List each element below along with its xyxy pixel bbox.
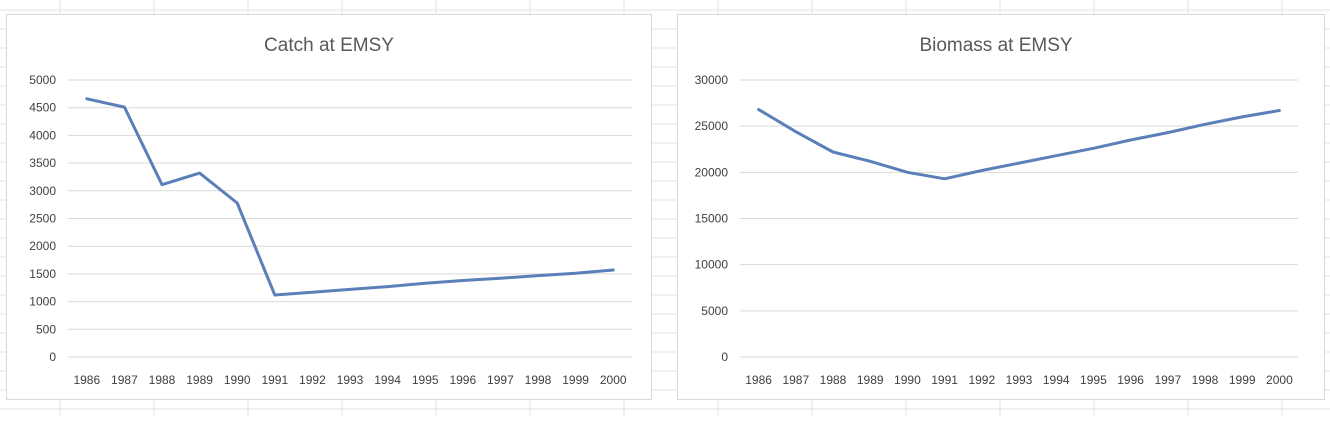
x-tick-label: 1994	[1043, 373, 1070, 387]
catch-chart-plot: Catch at EMSY 0 500 1000 1500 2000 2500 3000 35…	[29, 35, 632, 387]
y-tick-label: 20000	[695, 165, 729, 179]
y-tick-label: 25000	[695, 119, 729, 133]
y-tick-label: 3000	[29, 184, 56, 198]
x-tick-label: 1992	[968, 373, 995, 387]
x-tick-label: 1986	[73, 373, 100, 387]
series-line	[757, 108, 1281, 181]
y-tick-label: 5000	[701, 304, 728, 318]
y-tick-label: 1500	[29, 267, 56, 281]
chart-title: Biomass at EMSY	[919, 35, 1072, 56]
x-tick-label: 2000	[600, 373, 627, 387]
x-tick-label: 1993	[337, 373, 364, 387]
x-tick-label: 1999	[1229, 373, 1256, 387]
y-tick-label: 0	[721, 350, 728, 364]
x-tick-label: 1992	[299, 373, 326, 387]
y-tick-label: 5000	[29, 73, 56, 87]
catch-chart[interactable]: Catch at EMSY 0 500 1000 1500 2000 2500 3000 35…	[6, 14, 652, 400]
x-tick-label: 1994	[374, 373, 401, 387]
x-tick-label: 1989	[186, 373, 213, 387]
y-tick-label: 4000	[29, 128, 56, 142]
biomass-chart[interactable]: Biomass at EMSY 0 5000 10000 15000 20000 2500…	[677, 14, 1325, 400]
x-tick-label: 1996	[1117, 373, 1144, 387]
y-tick-label: 10000	[695, 258, 729, 272]
y-tick-label: 2500	[29, 212, 56, 226]
x-tick-label: 1998	[525, 373, 552, 387]
x-tick-label: 1996	[449, 373, 476, 387]
x-tick-label: 1987	[782, 373, 809, 387]
x-tick-label: 1997	[1154, 373, 1181, 387]
y-tick-label: 30000	[695, 73, 729, 87]
y-tick-label: 4500	[29, 101, 56, 115]
chart-title: Catch at EMSY	[264, 35, 394, 56]
x-tick-label: 1997	[487, 373, 514, 387]
y-tick-label: 2000	[29, 239, 56, 253]
y-tick-label: 15000	[695, 212, 729, 226]
x-tick-label: 2000	[1266, 373, 1293, 387]
x-tick-label: 1990	[894, 373, 921, 387]
x-tick-label: 1998	[1192, 373, 1219, 387]
x-tick-label: 1995	[1080, 373, 1107, 387]
biomass-chart-plot: Biomass at EMSY 0 5000 10000 15000 20000 2500…	[695, 35, 1298, 387]
x-tick-label: 1991	[931, 373, 958, 387]
x-tick-label: 1988	[820, 373, 847, 387]
series-line	[85, 97, 615, 297]
y-tick-label: 1000	[29, 295, 56, 309]
x-tick-label: 1990	[224, 373, 251, 387]
x-tick-label: 1991	[261, 373, 288, 387]
y-tick-label: 500	[36, 322, 56, 336]
x-tick-label: 1993	[1006, 373, 1033, 387]
x-tick-label: 1986	[745, 373, 772, 387]
x-tick-label: 1999	[562, 373, 589, 387]
y-tick-label: 0	[49, 350, 56, 364]
x-tick-label: 1987	[111, 373, 138, 387]
x-tick-label: 1989	[857, 373, 884, 387]
y-tick-label: 3500	[29, 156, 56, 170]
x-tick-label: 1988	[149, 373, 176, 387]
x-tick-label: 1995	[412, 373, 439, 387]
